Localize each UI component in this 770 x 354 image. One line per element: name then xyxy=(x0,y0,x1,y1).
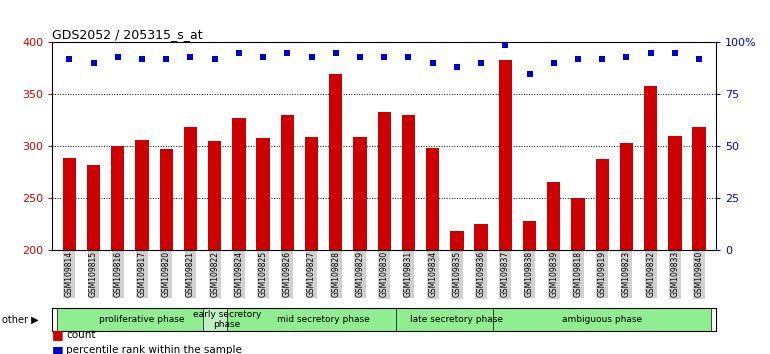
Bar xyxy=(377,112,391,250)
Bar xyxy=(668,136,681,250)
Bar xyxy=(644,86,658,250)
Point xyxy=(499,42,511,47)
Bar xyxy=(426,148,440,250)
Point xyxy=(644,50,657,56)
Text: percentile rank within the sample: percentile rank within the sample xyxy=(66,346,242,354)
Bar xyxy=(256,138,270,250)
Text: mid secretory phase: mid secretory phase xyxy=(277,315,370,324)
Bar xyxy=(329,74,343,250)
Bar xyxy=(227,308,420,331)
Bar xyxy=(547,182,561,250)
Bar xyxy=(353,137,367,250)
Bar xyxy=(402,115,415,250)
Bar xyxy=(397,308,517,331)
Bar xyxy=(474,224,487,250)
Point xyxy=(547,60,560,66)
Bar xyxy=(87,165,100,250)
Point xyxy=(330,50,342,56)
Point xyxy=(693,56,705,62)
Point xyxy=(524,71,536,76)
Point xyxy=(402,54,414,60)
Point xyxy=(450,64,463,70)
Bar xyxy=(233,118,246,250)
Bar xyxy=(184,127,197,250)
Point xyxy=(160,56,172,62)
Point xyxy=(475,60,487,66)
Bar xyxy=(499,60,512,250)
Point xyxy=(354,54,367,60)
Text: count: count xyxy=(66,330,95,339)
Bar xyxy=(571,198,584,250)
Text: other ▶: other ▶ xyxy=(2,314,38,325)
Bar xyxy=(62,159,76,250)
Point xyxy=(669,50,681,56)
Bar xyxy=(305,137,318,250)
Bar xyxy=(159,149,173,250)
Bar xyxy=(57,308,227,331)
Text: ■: ■ xyxy=(52,344,64,354)
Text: ambiguous phase: ambiguous phase xyxy=(562,315,642,324)
Bar xyxy=(203,308,251,331)
Point xyxy=(596,56,608,62)
Bar xyxy=(692,127,706,250)
Point xyxy=(378,54,390,60)
Bar xyxy=(281,115,294,250)
Text: proliferative phase: proliferative phase xyxy=(99,315,185,324)
Bar xyxy=(494,308,711,331)
Point xyxy=(233,50,245,56)
Text: ■: ■ xyxy=(52,328,64,341)
Bar xyxy=(595,160,609,250)
Bar xyxy=(111,146,125,250)
Point xyxy=(257,54,270,60)
Text: late secretory phase: late secretory phase xyxy=(410,315,504,324)
Point xyxy=(572,56,584,62)
Bar xyxy=(208,141,221,250)
Text: GDS2052 / 205315_s_at: GDS2052 / 205315_s_at xyxy=(52,28,203,41)
Point xyxy=(184,54,196,60)
Point xyxy=(281,50,293,56)
Point xyxy=(112,54,124,60)
Bar xyxy=(136,140,149,250)
Point xyxy=(136,56,148,62)
Point xyxy=(427,60,439,66)
Point xyxy=(87,60,99,66)
Bar xyxy=(523,221,536,250)
Point xyxy=(306,54,318,60)
Point xyxy=(621,54,633,60)
Text: early secretory
phase: early secretory phase xyxy=(192,310,261,329)
Point xyxy=(63,56,75,62)
Point xyxy=(209,56,221,62)
Bar xyxy=(450,231,464,250)
Bar xyxy=(620,143,633,250)
